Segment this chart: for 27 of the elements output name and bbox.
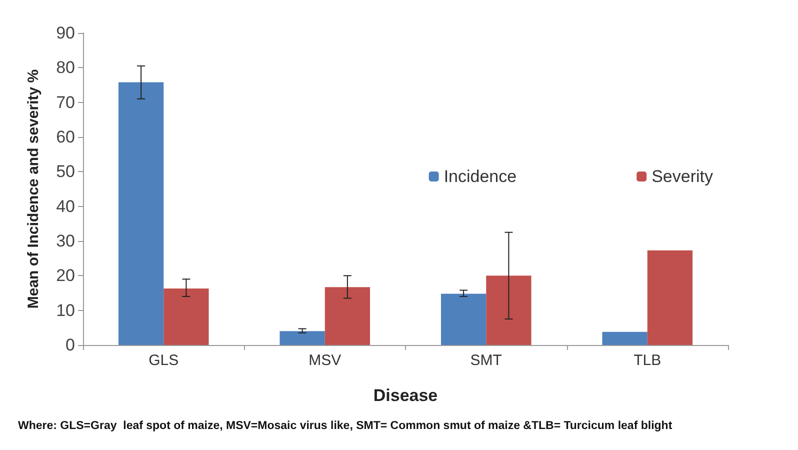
legend-label: Incidence xyxy=(444,167,517,186)
x-tick-label: MSV xyxy=(308,352,342,369)
bar xyxy=(118,82,164,345)
y-tick-label: 40 xyxy=(56,196,75,216)
legend-label: Severity xyxy=(652,167,714,186)
bar xyxy=(280,331,325,345)
x-tick-label: GLS xyxy=(148,352,179,369)
y-tick-label: 30 xyxy=(56,232,75,250)
y-tick-label: 70 xyxy=(56,92,75,112)
text: Where: GLS=Gray leaf spot of maize, MSV=Mosaic virus like, SMT= Common smut of maize &TLB= Turcicum leaf blight xyxy=(18,420,672,432)
bar xyxy=(486,276,532,345)
x-axis-title: Disease xyxy=(373,386,438,405)
y-axis-title: Mean of Incidence and severity % xyxy=(25,69,42,309)
bar xyxy=(647,250,693,345)
y-tick-label: 10 xyxy=(56,300,75,320)
y-tick-label: 50 xyxy=(56,162,75,182)
y-tick-label: 20 xyxy=(56,266,75,286)
y-tick-label: 80 xyxy=(56,58,75,78)
y-tick-label: 0 xyxy=(66,336,75,354)
bar xyxy=(602,332,648,345)
y-tick-label: 60 xyxy=(56,128,75,146)
bar xyxy=(324,287,370,345)
bar xyxy=(164,288,209,345)
x-tick-label: SMT xyxy=(470,352,502,369)
bar xyxy=(440,294,486,345)
x-tick-label: TLB xyxy=(634,352,662,369)
y-tick-label: 90 xyxy=(56,24,75,42)
